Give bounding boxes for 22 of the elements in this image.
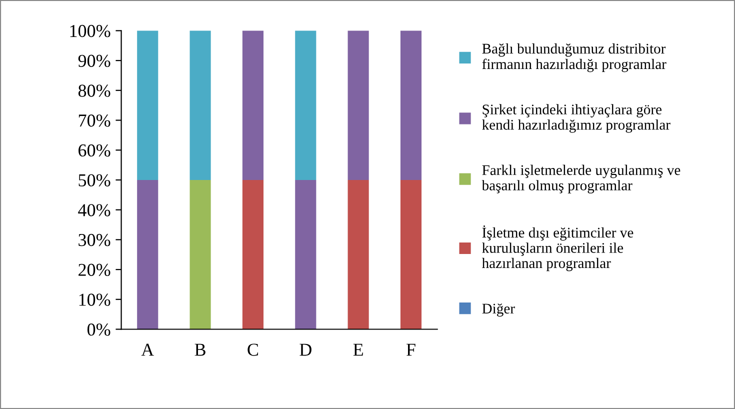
- legend-label: Bağlı bulunduğumuz distribitor firmanın hazırladığı programlar: [482, 43, 666, 72]
- x-tick-label: D: [300, 344, 312, 356]
- y-tick-label: 30%: [78, 234, 110, 246]
- x-tick-label: B: [194, 344, 206, 356]
- y-tick-label: 0%: [87, 324, 110, 336]
- legend-label: İşletme dışı eğitimciler ve kuruluşların önerileri ile hazırlanan programlar: [482, 225, 634, 272]
- x-tick-label: C: [248, 344, 258, 356]
- x-tick-label: F: [406, 344, 416, 356]
- y-tick-label: 40%: [78, 204, 110, 216]
- y-tick-label: 60%: [78, 144, 110, 157]
- y-tick-label: 70%: [78, 114, 110, 127]
- legend-label: Diğer: [482, 303, 515, 317]
- legend-label: Farklı işletmelerde uygulanmış ve başarılı olmuş programlar: [482, 164, 680, 194]
- y-tick-label: 20%: [78, 264, 110, 276]
- legend-label: Şirket içindeki ihtiyaçlara göre kendi hazırladığımız programlar: [482, 104, 670, 133]
- y-tick-label: 90%: [78, 54, 110, 68]
- y-tick-label: 10%: [79, 294, 110, 306]
- x-tick-label: A: [141, 344, 154, 356]
- y-tick-label: 80%: [78, 84, 110, 97]
- y-tick-label: 50%: [78, 174, 110, 186]
- x-tick-label: E: [353, 344, 363, 356]
- y-tick-label: 100%: [70, 24, 110, 38]
